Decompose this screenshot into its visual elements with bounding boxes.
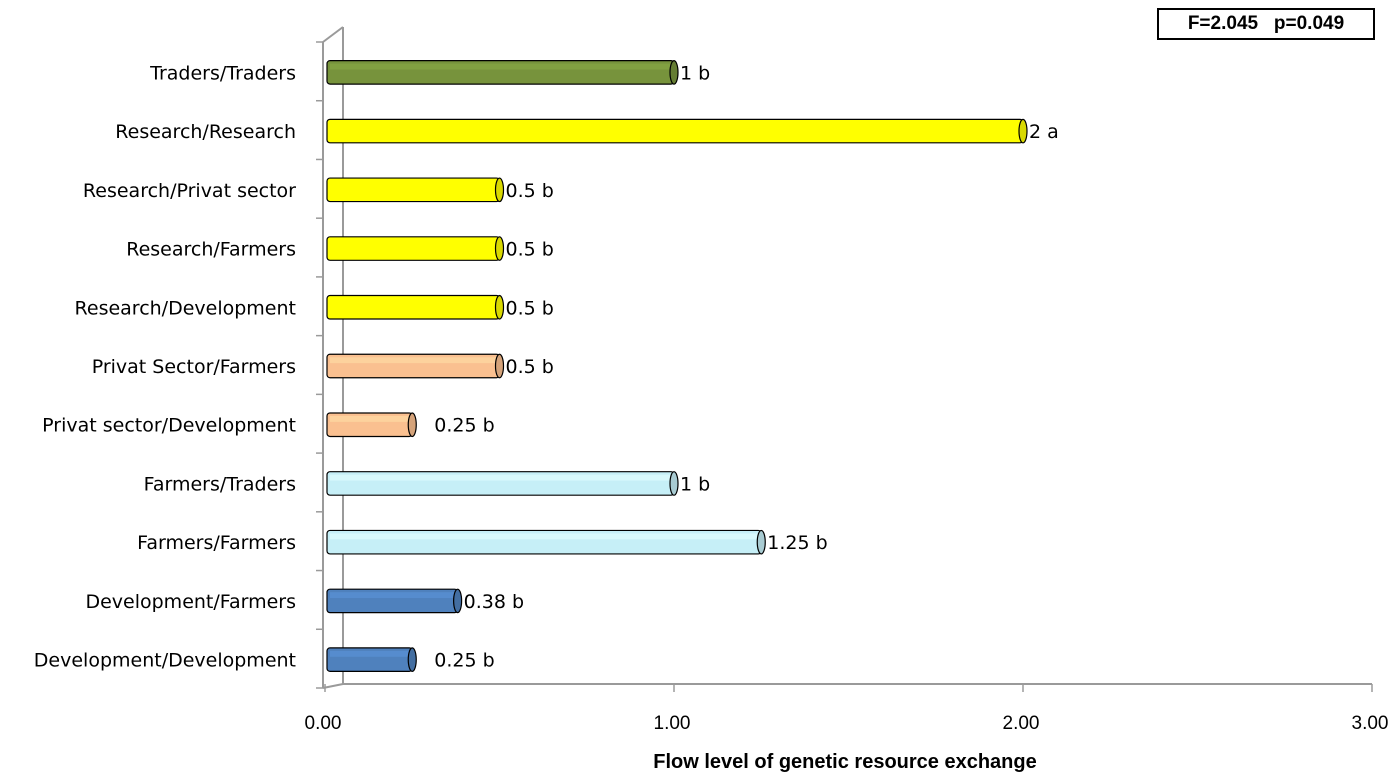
bar-end-cap	[669, 471, 679, 496]
floor-left-line	[322, 683, 344, 689]
category-label: Privat Sector/Farmers	[92, 356, 296, 378]
bar-highlight	[330, 298, 497, 305]
category-label: Farmers/Farmers	[137, 532, 296, 554]
bar	[326, 647, 417, 672]
bar-end-cap	[494, 353, 505, 379]
bar	[326, 118, 1028, 144]
x-tick-label: 2.00	[1003, 713, 1040, 734]
bar	[326, 236, 505, 261]
bar-highlight	[330, 63, 671, 70]
bar-end-cap	[756, 529, 766, 555]
data-label: 1 b	[680, 473, 710, 495]
bar-highlight	[330, 415, 410, 422]
bar-highlight	[330, 650, 410, 657]
bar-highlight	[330, 239, 497, 246]
chart-labels: 0.00 1.00 2.00 3.00 Traders/Traders 1 b Resear…	[34, 62, 1389, 734]
bar-end-cap	[669, 60, 679, 85]
bar-end-cap	[494, 236, 505, 261]
data-label: 0.5 b	[506, 356, 554, 378]
bar-highlight	[330, 181, 497, 187]
bar-end-cap	[453, 588, 463, 614]
bar-end-cap	[407, 412, 417, 438]
data-label: 0.5 b	[506, 239, 554, 261]
x-tick-label: 0.00	[305, 713, 342, 734]
data-label: 1.25 b	[767, 532, 827, 554]
category-label: Traders/Traders	[149, 62, 296, 84]
category-label: Development/Development	[34, 650, 296, 672]
wall-top-line	[322, 26, 344, 43]
data-label: 0.25 b	[434, 415, 494, 437]
bar-end-cap	[1018, 118, 1028, 144]
category-label: Privat sector/Development	[42, 415, 296, 437]
bar-highlight	[330, 357, 497, 364]
bar	[326, 177, 505, 203]
bar-end-cap	[494, 177, 505, 203]
x-tick-label: 1.00	[654, 713, 691, 734]
bar	[326, 529, 766, 555]
bar	[326, 471, 679, 496]
x-axis-title: Flow level of genetic resource exchange	[653, 751, 1036, 773]
category-label: Farmers/Traders	[144, 473, 296, 495]
category-label: Research/Development	[75, 297, 296, 319]
bar-highlight	[330, 474, 671, 481]
bar	[326, 588, 463, 614]
bar	[326, 412, 417, 438]
bar-end-cap	[407, 647, 417, 672]
category-label: Research/Privat sector	[83, 180, 296, 202]
bar-end-cap	[494, 294, 505, 320]
data-label: 0.5 b	[506, 297, 554, 319]
bar	[326, 60, 679, 85]
bar-highlight	[330, 122, 1020, 129]
category-label: Research/Farmers	[126, 239, 296, 261]
bar-highlight	[330, 592, 455, 599]
data-label: 0.25 b	[434, 650, 494, 672]
stats-annotation: F=2.045 p=0.049	[1157, 8, 1375, 40]
bar-highlight	[330, 533, 759, 540]
data-label: 1 b	[680, 62, 710, 84]
x-tick-label: 3.00	[1352, 713, 1389, 734]
data-label: 2 a	[1029, 121, 1059, 143]
category-label: Research/Research	[115, 121, 296, 143]
data-label: 0.5 b	[506, 180, 554, 202]
bar	[326, 353, 505, 379]
category-label: Development/Farmers	[85, 591, 296, 613]
bar	[326, 294, 505, 320]
data-label: 0.38 b	[464, 591, 524, 613]
chart-bars	[326, 60, 1028, 672]
